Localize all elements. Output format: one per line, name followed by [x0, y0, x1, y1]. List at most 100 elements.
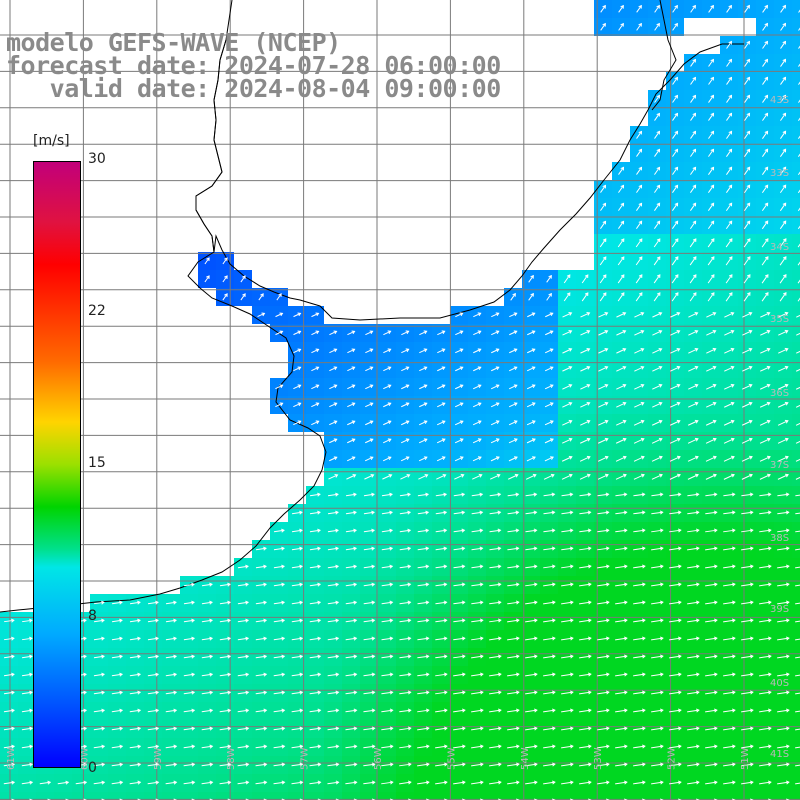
wind-arrow — [435, 636, 448, 641]
wind-arrow — [726, 58, 732, 67]
wind-arrow — [435, 564, 448, 569]
wind-arrow — [509, 330, 518, 336]
wind-arrow — [363, 708, 376, 713]
wind-arrow — [255, 762, 268, 767]
wind-arrow — [615, 600, 628, 605]
wind-arrow — [129, 762, 142, 767]
wind-arrow — [219, 600, 231, 605]
wind-arrow — [345, 708, 358, 713]
wind-cell — [774, 792, 792, 800]
wind-arrow — [759, 473, 771, 480]
wind-arrow — [561, 473, 573, 480]
wind-arrow — [706, 401, 717, 408]
wind-arrow — [759, 726, 772, 731]
wind-arrow — [599, 292, 607, 302]
wind-arrow — [633, 708, 646, 713]
wind-arrow — [600, 184, 607, 193]
wind-arrow — [795, 710, 800, 713]
wind-arrow — [767, 798, 772, 800]
wind-arrow — [219, 744, 232, 749]
wind-arrow — [183, 618, 195, 623]
wind-arrow — [723, 528, 736, 533]
wind-arrow — [165, 762, 178, 767]
wind-arrow — [165, 600, 177, 605]
wind-arrow — [365, 420, 374, 426]
wind-arrow — [561, 546, 574, 551]
wind-arrow — [652, 365, 663, 372]
wind-arrow — [742, 329, 753, 336]
wind-arrow — [293, 402, 302, 408]
wind-arrow — [726, 148, 733, 157]
wind-arrow — [363, 744, 376, 749]
wind-arrow — [597, 708, 610, 713]
wind-arrow — [669, 419, 681, 426]
wind-arrow — [473, 312, 482, 318]
wind-arrow — [191, 798, 196, 800]
wind-arrow — [345, 726, 358, 731]
wind-arrow — [291, 690, 304, 695]
wind-arrow — [798, 9, 800, 13]
wind-arrow — [525, 546, 538, 551]
wind-arrow — [561, 744, 574, 749]
wind-arrow — [507, 636, 520, 641]
wind-arrow — [777, 546, 790, 551]
wind-arrow — [471, 618, 484, 623]
wind-arrow — [399, 636, 412, 641]
wind-arrow — [291, 582, 304, 587]
wind-arrow — [543, 582, 556, 587]
wind-arrow — [672, 4, 678, 13]
wind-arrow — [255, 546, 267, 551]
wind-arrow — [561, 726, 574, 731]
wind-arrow — [579, 672, 592, 677]
wind-arrow — [255, 636, 268, 641]
wind-arrow — [222, 257, 228, 265]
wind-arrow — [760, 329, 771, 336]
wind-arrow — [399, 492, 411, 497]
wind-arrow — [777, 455, 789, 462]
wind-arrow — [705, 780, 718, 785]
wind-arrow — [111, 726, 124, 731]
wind-arrow — [654, 202, 661, 211]
wind-arrow — [435, 672, 448, 677]
wind-arrow — [615, 654, 628, 659]
wind-arrow — [687, 437, 699, 444]
wind-arrow — [363, 528, 376, 533]
wind-arrow — [389, 798, 394, 800]
wind-arrow — [311, 330, 320, 336]
wind-cell — [144, 792, 162, 800]
wind-arrow — [635, 256, 643, 266]
wind-arrow — [489, 762, 502, 767]
wind-arrow — [654, 130, 661, 139]
wind-arrow — [616, 401, 627, 408]
wind-arrow — [689, 238, 697, 248]
wind-arrow — [528, 274, 534, 283]
wind-cell — [486, 792, 504, 800]
wind-arrow — [705, 690, 718, 695]
wind-arrow — [654, 22, 660, 31]
wind-arrow — [723, 744, 736, 749]
wind-arrow — [453, 528, 466, 533]
lat-label: 41S — [770, 749, 789, 760]
wind-arrow — [545, 330, 554, 336]
wind-arrow — [165, 744, 178, 749]
wind-arrow — [723, 473, 735, 480]
wind-arrow — [345, 762, 358, 767]
wind-arrow — [417, 510, 430, 515]
wind-arrow — [670, 365, 681, 372]
wind-cell — [198, 792, 216, 800]
wind-arrow — [527, 330, 536, 336]
wind-arrow — [329, 384, 338, 390]
wind-arrow — [615, 690, 628, 695]
wind-arrow — [291, 618, 304, 623]
wind-cell — [792, 504, 800, 522]
wind-arrow — [690, 130, 697, 139]
wind-arrow — [471, 708, 484, 713]
wind-arrow — [651, 600, 664, 605]
wind-arrow — [525, 492, 538, 497]
wind-arrow — [688, 383, 699, 390]
wind-arrow — [651, 582, 664, 587]
wind-arrow — [669, 618, 682, 623]
wind-arrow — [762, 94, 769, 103]
wind-arrow — [759, 528, 772, 533]
valid-date: valid date: 2024-08-04 09:00:00 — [6, 74, 502, 103]
